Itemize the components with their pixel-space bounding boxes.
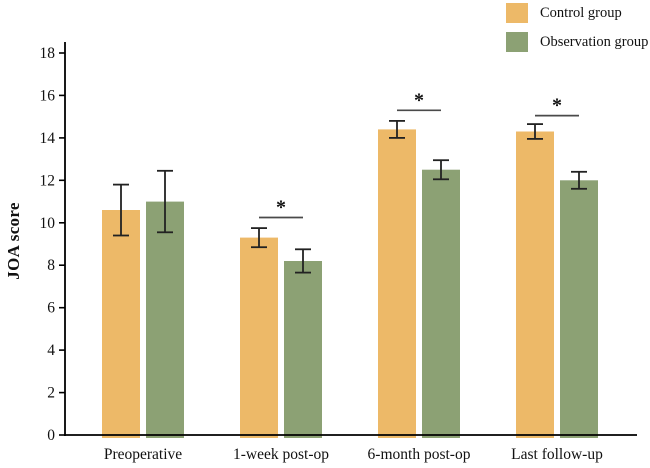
bar-observation-group-preoperative <box>146 201 184 438</box>
bar-control-group-last-follow-up <box>516 131 554 438</box>
bar-control-group-6-month-post-op <box>378 129 416 438</box>
bar-control-group-preoperative <box>102 210 140 438</box>
sig-star-last-follow-up: * <box>552 95 562 117</box>
legend-label-control: Control group <box>540 4 622 21</box>
y-tick-label-16: 16 <box>40 87 56 104</box>
error-bar-observation-group-preoperative <box>157 169 173 234</box>
y-tick-label-14: 14 <box>40 130 56 147</box>
legend-swatch-control-icon <box>506 3 528 23</box>
sig-star-6-month-post-op: * <box>414 89 424 111</box>
bar-observation-group-last-follow-up <box>560 180 598 439</box>
error-bar-observation-group-last-follow-up <box>571 170 587 190</box>
y-tick-label-2: 2 <box>47 385 55 402</box>
y-tick-label-8: 8 <box>47 257 55 274</box>
x-category-label-6-month-post-op: 6-month post-op <box>368 446 471 463</box>
legend-item-control: Control group <box>506 3 648 23</box>
bar-control-group-1-week-post-op <box>240 237 278 438</box>
error-bar-observation-group-6-month-post-op <box>433 159 449 181</box>
y-tick-label-18: 18 <box>40 45 56 62</box>
error-bar-control-group-6-month-post-op <box>389 120 405 139</box>
y-tick-label-10: 10 <box>40 215 56 232</box>
legend-swatch-observation-icon <box>506 32 528 52</box>
legend: Control group Observation group <box>506 3 648 52</box>
x-category-label-1-week-post-op: 1-week post-op <box>233 446 329 463</box>
error-bar-control-group-preoperative <box>113 183 129 237</box>
x-category-label-last-follow-up: Last follow-up <box>511 446 603 463</box>
y-axis-title: JOA score <box>4 202 23 280</box>
sig-star-1-week-post-op: * <box>276 197 286 219</box>
bar-observation-group-1-week-post-op <box>284 261 322 438</box>
x-category-label-preoperative: Preoperative <box>104 446 182 463</box>
error-bar-observation-group-1-week-post-op <box>295 248 311 274</box>
y-tick-label-12: 12 <box>40 172 56 189</box>
legend-item-observation: Observation group <box>506 32 648 52</box>
error-bar-control-group-1-week-post-op <box>251 227 267 249</box>
error-bar-control-group-last-follow-up <box>527 123 543 140</box>
y-tick-label-4: 4 <box>47 342 55 359</box>
legend-label-observation: Observation group <box>540 33 649 50</box>
y-tick-label-0: 0 <box>47 427 55 444</box>
bar-observation-group-6-month-post-op <box>422 169 460 438</box>
y-tick-label-6: 6 <box>47 300 55 317</box>
